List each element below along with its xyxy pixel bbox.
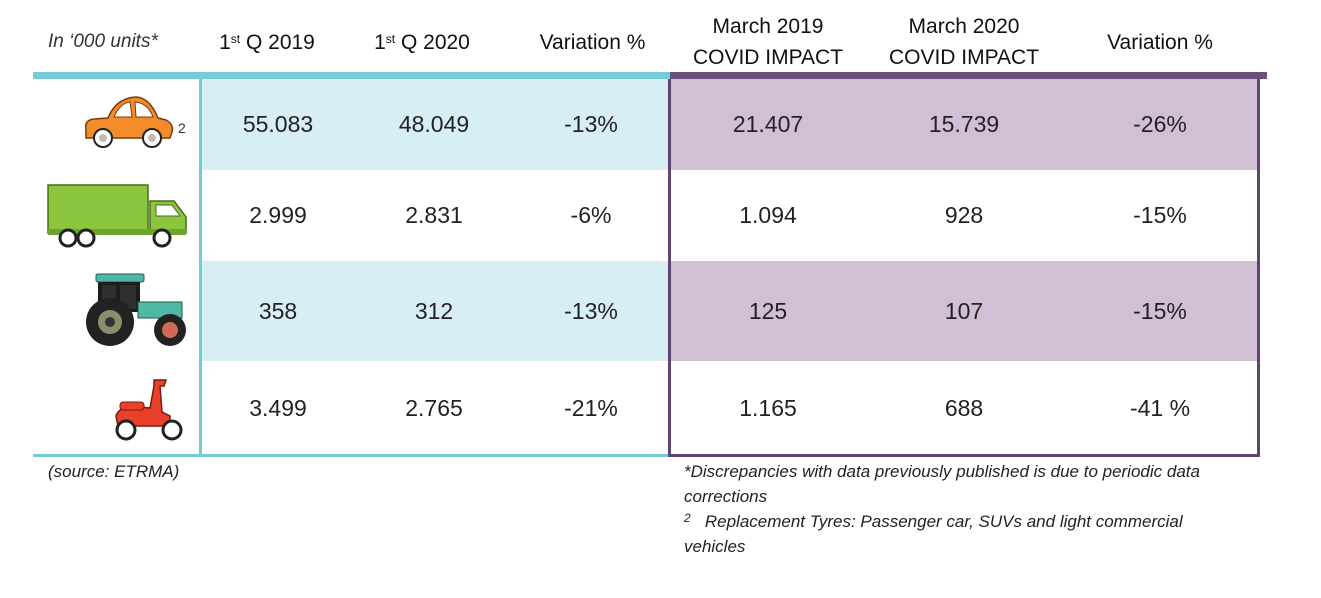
cell-r2-q1-2019: 2.999 — [249, 202, 307, 228]
discrepancy-note: *Discrepancies with data previously publ… — [684, 462, 1200, 506]
col-header-q1-2019-rest: Q 2019 — [240, 31, 315, 54]
col-header-march-2019-line2: COVID IMPACT — [692, 46, 844, 69]
passenger-car-footnote-marker: 2 — [178, 120, 186, 136]
col-header-q1-2019-sup: st — [230, 32, 241, 46]
col-header-march-2020-line1: March 2020 — [908, 15, 1020, 38]
left-band-row-1 — [201, 79, 670, 170]
col-header-q1-2020-rest: Q 2020 — [395, 31, 470, 54]
cell-r4-q1-2019: 3.499 — [249, 394, 307, 421]
left-header-line — [33, 72, 670, 79]
col-header-march-2019-line1: March 2019 — [712, 15, 824, 38]
cell-r1-var-q: -13% — [564, 111, 618, 137]
scooter-icon — [115, 379, 183, 441]
col-header-variation-q: Variation % — [539, 31, 646, 54]
replacement-tyres-note-marker: 2 — [684, 511, 691, 525]
right-header-line — [670, 72, 1267, 79]
col-header-q1-2019-num: 1 — [219, 31, 231, 54]
source-note: (source: ETRMA) — [48, 462, 180, 481]
cell-r3-var-mar: -15% — [1133, 297, 1187, 324]
passenger-car-icon — [84, 96, 174, 148]
col-header-march-2020-line2: COVID IMPACT — [888, 46, 1040, 69]
units-label: In ‘000 units* — [48, 31, 158, 52]
col-header-variation-march: Variation % — [1107, 31, 1213, 54]
cell-r2-mar-2020: 928 — [944, 202, 984, 228]
cell-r2-mar-2019: 1.094 — [739, 202, 797, 228]
left-band-row-3 — [201, 261, 670, 361]
cell-r4-mar-2019: 1.165 — [739, 394, 797, 421]
cell-r1-mar-2019: 21.407 — [732, 111, 804, 137]
cell-r4-var-q: -21% — [564, 394, 618, 421]
cell-r3-var-q: -13% — [564, 297, 618, 324]
cell-r1-q1-2020: 48.049 — [398, 111, 470, 137]
cell-r4-mar-2020: 688 — [944, 394, 984, 421]
right-bottom-border — [668, 454, 1260, 457]
col-header-march-2020: March 2020 COVID IMPACT — [874, 11, 1054, 73]
cell-r1-q1-2019: 55.083 — [242, 111, 314, 137]
col-header-q1-2020-sup: st — [385, 32, 396, 46]
cell-r2-var-mar: -15% — [1133, 202, 1187, 228]
truck-icon — [47, 184, 187, 248]
cell-r4-q1-2020: 2.765 — [405, 394, 463, 421]
cell-r1-mar-2020: 15.739 — [928, 111, 1000, 137]
right-band-row-3 — [670, 261, 1259, 361]
cell-r3-mar-2020: 107 — [944, 297, 984, 324]
right-right-border — [1257, 79, 1260, 457]
cell-r2-var-q: -6% — [570, 202, 612, 228]
col-header-march-2019: March 2019 COVID IMPACT — [678, 11, 858, 73]
col-header-q1-2020-num: 1 — [374, 31, 386, 54]
right-left-border — [668, 79, 671, 457]
replacement-tyres-note-text: Replacement Tyres: Passenger car, SUVs a… — [684, 512, 1183, 556]
col-header-q1-2020: 1st Q 2020 — [355, 27, 489, 58]
right-band-row-1 — [670, 79, 1259, 170]
col-header-q1-2019: 1st Q 2019 — [200, 27, 334, 58]
tractor-icon — [86, 273, 186, 346]
cell-r3-q1-2020: 312 — [414, 297, 454, 324]
cell-r4-var-mar: -41 % — [1129, 394, 1191, 421]
left-icon-divider — [199, 79, 202, 455]
cell-r3-mar-2019: 125 — [748, 297, 788, 324]
cell-r3-q1-2019: 358 — [258, 297, 298, 324]
cell-r1-var-mar: -26% — [1133, 111, 1187, 137]
left-bottom-line — [33, 454, 670, 457]
replacement-tyres-note: 2 Replacement Tyres: Passenger car, SUVs… — [684, 509, 1244, 559]
cell-r2-q1-2020: 2.831 — [405, 202, 463, 228]
